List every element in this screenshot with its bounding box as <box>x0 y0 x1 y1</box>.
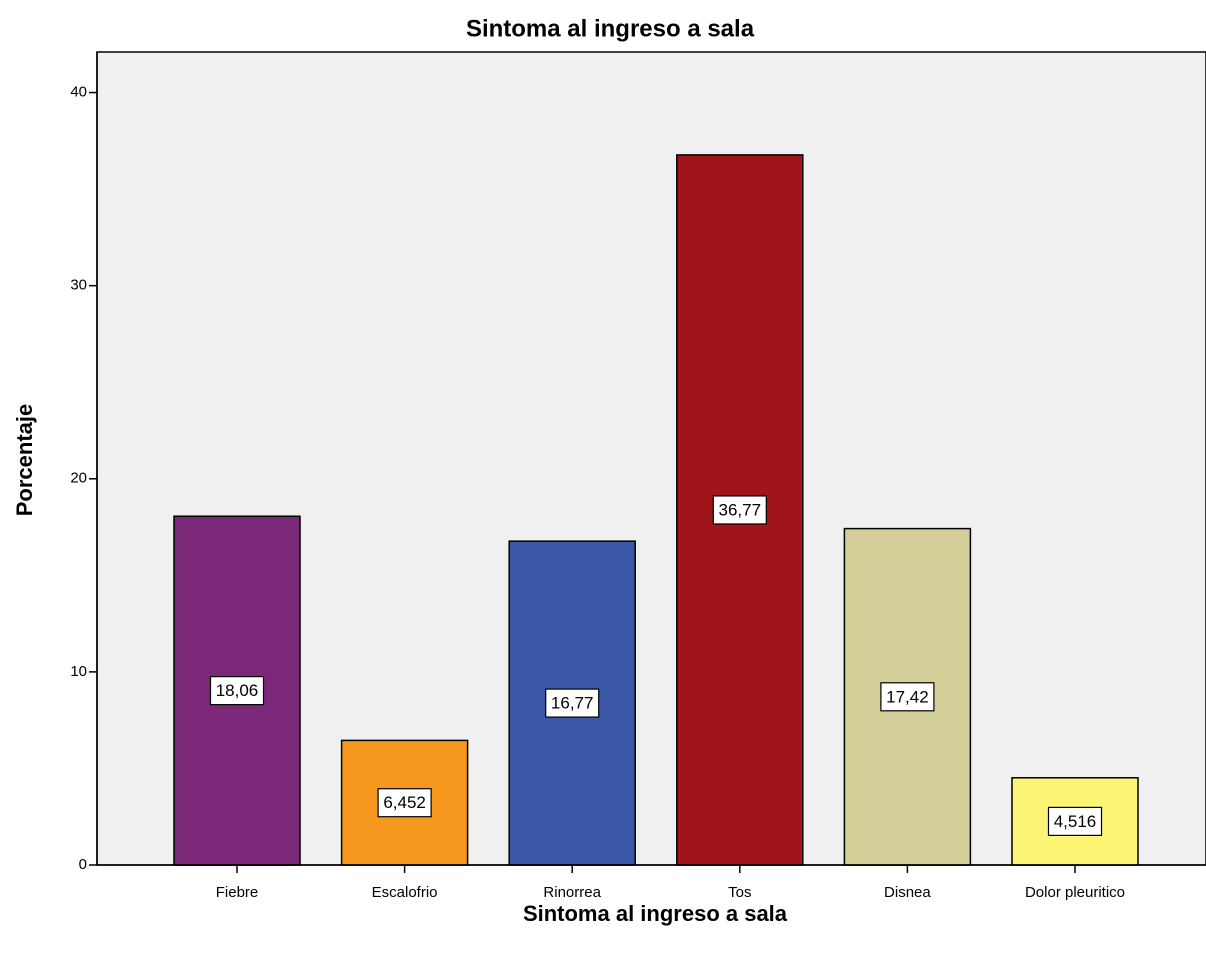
x-tick-label: Dolor pleuritico <box>1025 884 1125 901</box>
y-tick-label: 30 <box>70 277 87 294</box>
y-tick-label: 20 <box>70 470 87 487</box>
value-label: 6,452 <box>383 793 426 812</box>
x-tick-label: Fiebre <box>216 884 259 901</box>
value-label-box <box>209 676 265 706</box>
value-label: 36,77 <box>719 500 762 519</box>
value-label: 18,06 <box>216 681 259 700</box>
value-label-box <box>377 788 432 818</box>
x-tick-label: Disnea <box>884 884 931 901</box>
value-label: 16,77 <box>551 694 594 713</box>
y-tick-label: 0 <box>79 856 87 873</box>
chart-title: Sintoma al ingreso a sala <box>466 15 755 42</box>
y-tick-label: 40 <box>70 84 87 101</box>
value-label-box <box>880 682 935 712</box>
x-axis-title: Sintoma al ingreso a sala <box>523 901 788 926</box>
y-tick-label: 10 <box>70 663 87 680</box>
value-label-box <box>545 688 600 718</box>
x-tick-label: Rinorrea <box>543 884 601 901</box>
value-label-box <box>712 495 767 525</box>
x-tick-label: Tos <box>728 884 751 901</box>
bar <box>173 515 301 866</box>
x-tick-label: Escalofrio <box>372 884 438 901</box>
value-label: 4,516 <box>1054 812 1097 831</box>
value-label-box <box>1047 806 1103 836</box>
value-label: 17,42 <box>886 687 929 706</box>
y-axis-title: Porcentaje <box>12 404 37 517</box>
